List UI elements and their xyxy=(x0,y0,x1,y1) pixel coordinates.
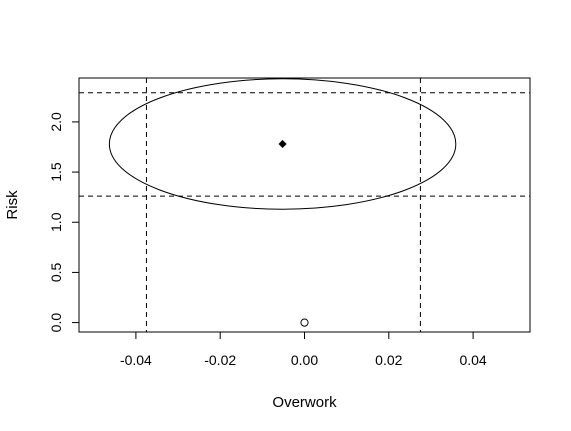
y-tick-label: 1.5 xyxy=(48,162,64,182)
y-axis-label: Risk xyxy=(4,190,21,220)
x-axis-label: Overwork xyxy=(272,394,337,411)
x-tick-label: 0.04 xyxy=(459,352,486,368)
data-point-center xyxy=(278,139,287,149)
x-tick-label: -0.02 xyxy=(204,352,236,368)
y-tick-label: 0.5 xyxy=(48,262,64,282)
y-tick-label: 2.0 xyxy=(48,112,64,132)
x-tick-label: 0.02 xyxy=(375,352,402,368)
data-point-origin xyxy=(300,318,309,327)
y-tick-label: 1.0 xyxy=(48,212,64,232)
y-tick-label: 0.0 xyxy=(48,313,64,333)
confidence-ellipse xyxy=(108,78,457,210)
x-tick-label: -0.04 xyxy=(120,352,152,368)
x-tick-label: 0.00 xyxy=(291,352,318,368)
